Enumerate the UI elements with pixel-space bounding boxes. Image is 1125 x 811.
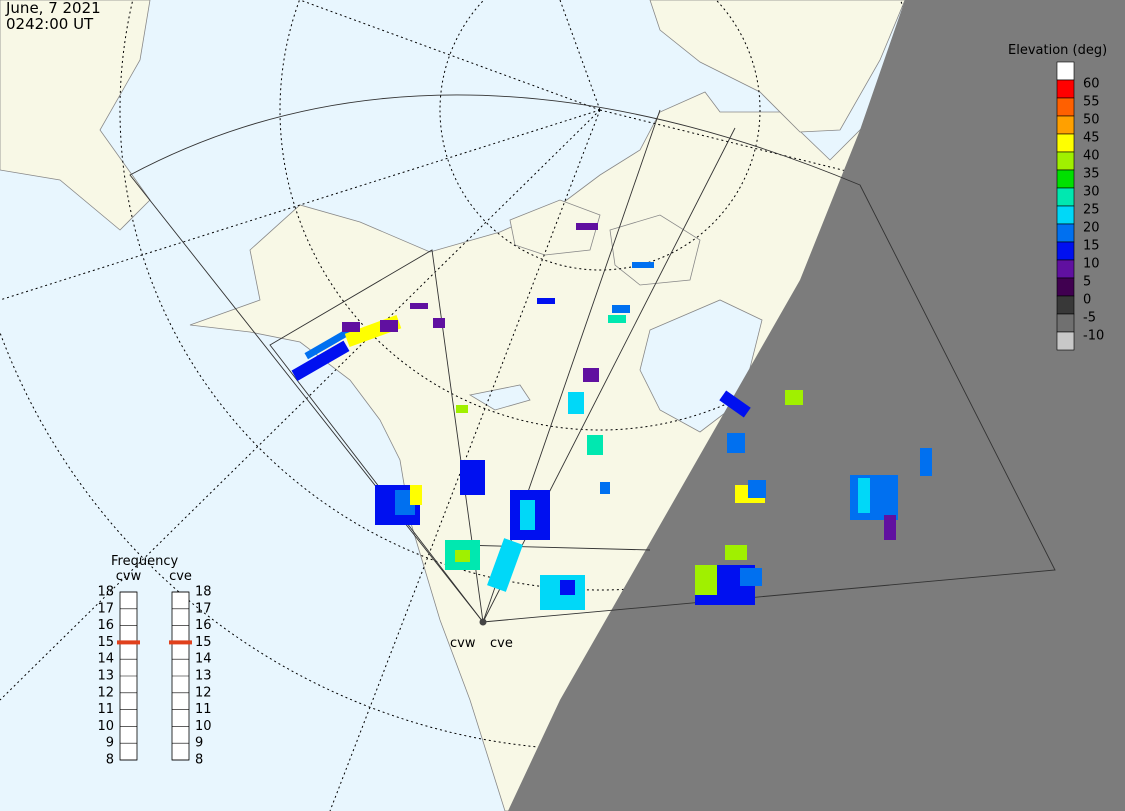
frequency-tick-label: 10: [195, 719, 212, 734]
colorbar-cell: [1056, 277, 1075, 297]
frequency-tick-label: 8: [106, 753, 114, 768]
frequency-tick-label: 14: [97, 652, 114, 667]
frequency-tick-label: 17: [195, 601, 212, 616]
frequency-tick-label: 11: [97, 702, 114, 717]
colorbar-label: 15: [1083, 239, 1100, 254]
radar-name: cve: [169, 569, 192, 584]
colorbar-cell: [1056, 61, 1075, 81]
station-label: cvw: [450, 636, 476, 651]
colorbar-cell: [1056, 151, 1075, 171]
colorbar-label: -5: [1083, 311, 1096, 326]
frequency-tick-label: 18: [195, 585, 212, 600]
colorbar-label: 0: [1083, 293, 1091, 308]
frequency-tick-label: 9: [195, 736, 203, 751]
colorbar-cell: [1056, 205, 1075, 225]
frequency-tick-label: 11: [195, 702, 212, 717]
frequency-tick-label: 10: [97, 719, 114, 734]
frequency-tick-label: 14: [195, 652, 212, 667]
station-label: cve: [490, 636, 513, 651]
station-marker: [479, 618, 487, 626]
frequency-tick-label: 9: [106, 736, 114, 751]
colorbar-label: 40: [1083, 149, 1100, 164]
night-shade: [508, 0, 1125, 811]
frequency-tick-label: 15: [195, 635, 212, 650]
radar-echoes: [291, 223, 932, 610]
radar-name: cvw: [116, 569, 142, 584]
frequency-tick-label: 18: [97, 585, 114, 600]
frequency-title: Frequency: [111, 554, 178, 569]
colorbar-label: 45: [1083, 131, 1100, 146]
colorbar-cell: [1056, 79, 1075, 99]
frequency-tick-label: 12: [97, 685, 114, 700]
frequency-tick-label: 13: [195, 669, 212, 684]
colorbar-label: 35: [1083, 167, 1100, 182]
colorbar-cell: [1056, 115, 1075, 135]
frequency-tick-label: 17: [97, 601, 114, 616]
colorbar-label: 30: [1083, 185, 1100, 200]
time: 0242:00 UT: [6, 15, 94, 33]
frequency-tick-label: 16: [97, 618, 114, 633]
colorbar-cell: [1056, 187, 1075, 207]
colorbar-label: 20: [1083, 221, 1100, 236]
frequency-tick-label: 15: [97, 635, 114, 650]
colorbar-label: 60: [1083, 77, 1100, 92]
frequency-panel: cvw18171615141312111098cve18171615141312…: [97, 569, 211, 768]
colorbar-cell: [1056, 133, 1075, 153]
colorbar-label: 25: [1083, 203, 1100, 218]
colorbar-cell: [1056, 259, 1075, 279]
colorbar-title: Elevation (deg): [1008, 43, 1107, 58]
colorbar-cell: [1056, 169, 1075, 189]
frequency-tick-label: 8: [195, 753, 203, 768]
colorbar-label: 55: [1083, 95, 1100, 110]
colorbar-cell: [1056, 97, 1075, 117]
frequency-tick-label: 12: [195, 685, 212, 700]
date: June, 7 2021: [5, 0, 101, 17]
frequency-tick-label: 16: [195, 618, 212, 633]
colorbar-label: -10: [1083, 329, 1104, 344]
colorbar-cell: [1056, 223, 1075, 243]
colorbar-cell: [1056, 313, 1075, 333]
frequency-tick-label: 13: [97, 669, 114, 684]
frequency-marker: [169, 640, 192, 645]
colorbar-label: 5: [1083, 275, 1091, 290]
colorbar-cell: [1056, 331, 1075, 351]
colorbar-cell: [1056, 241, 1075, 261]
frequency-marker: [117, 640, 140, 645]
colorbar-label: 10: [1083, 257, 1100, 272]
colorbar-cell: [1056, 295, 1075, 315]
colorbar-label: 50: [1083, 113, 1100, 128]
